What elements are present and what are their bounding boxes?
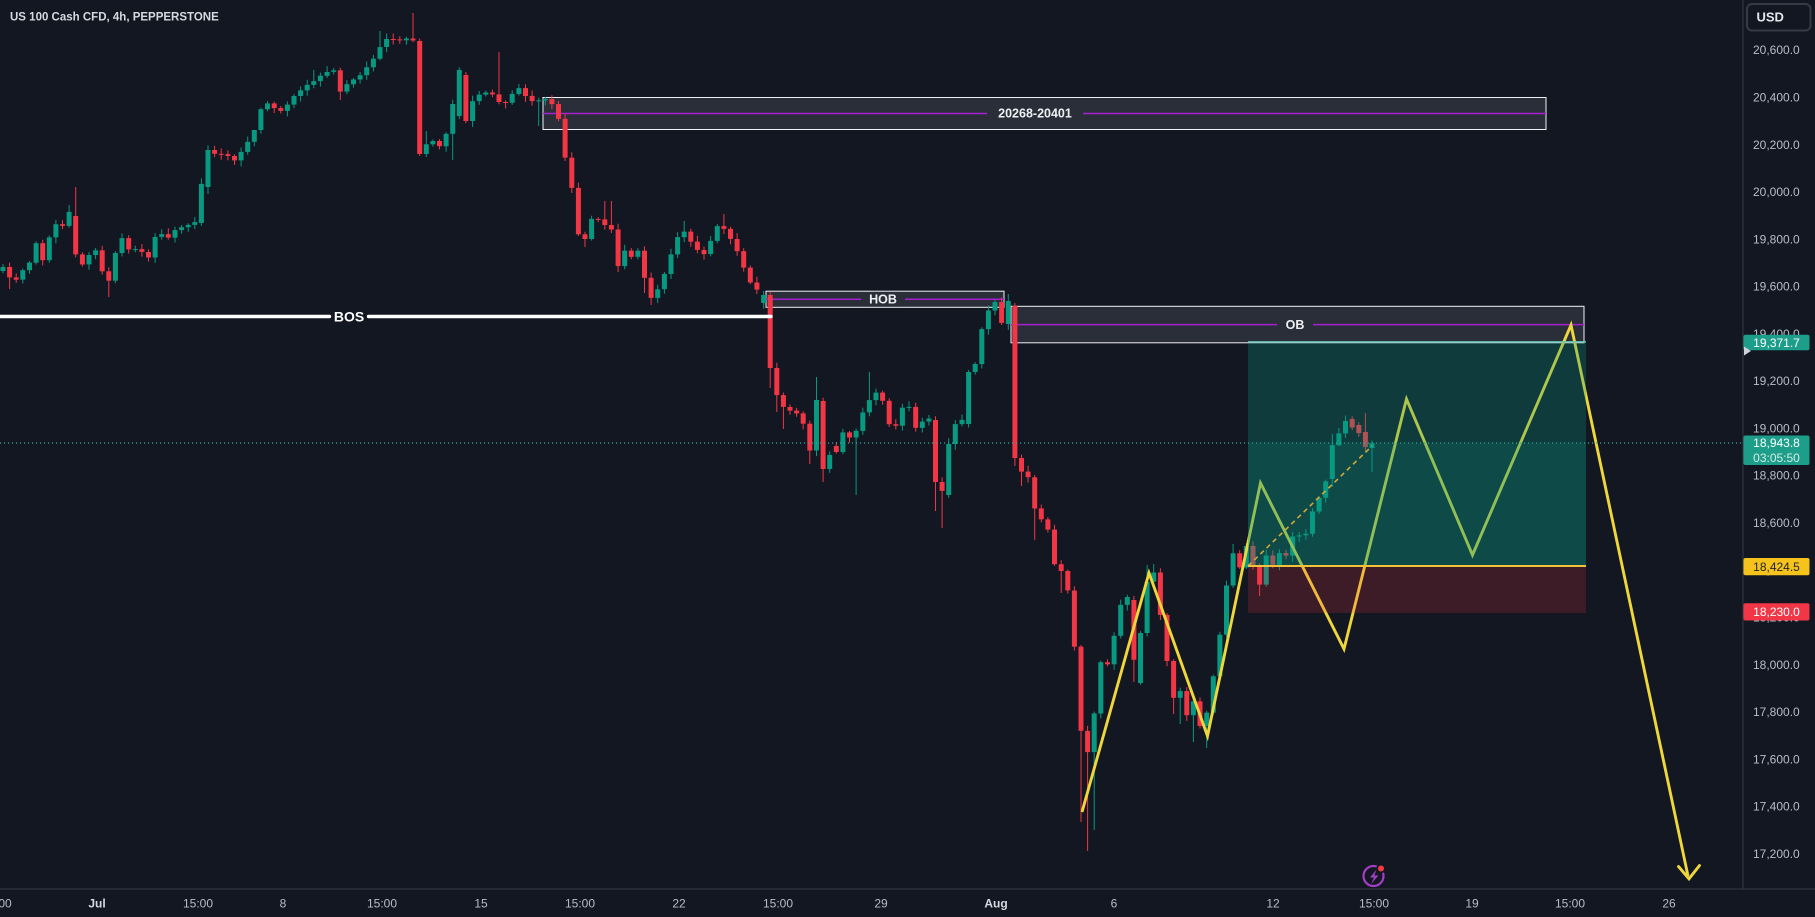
- svg-text:17,400.0: 17,400.0: [1753, 800, 1800, 814]
- svg-text:12: 12: [1266, 897, 1280, 911]
- svg-text:15:00: 15:00: [367, 897, 397, 911]
- svg-text:15:00: 15:00: [565, 897, 595, 911]
- svg-text:00: 00: [0, 897, 12, 911]
- svg-text:20268-20401: 20268-20401: [998, 107, 1072, 121]
- svg-text:18,943.8: 18,943.8: [1753, 436, 1800, 450]
- svg-text:HOB: HOB: [869, 292, 897, 306]
- svg-text:15:00: 15:00: [1359, 897, 1389, 911]
- svg-text:20,600.0: 20,600.0: [1753, 43, 1800, 57]
- svg-text:US 100 Cash CFD, 4h, PEPPERSTO: US 100 Cash CFD, 4h, PEPPERSTONE: [10, 12, 219, 24]
- svg-text:29: 29: [874, 897, 888, 911]
- svg-text:19,200.0: 19,200.0: [1753, 374, 1800, 388]
- svg-text:22: 22: [672, 897, 686, 911]
- svg-text:19: 19: [1465, 897, 1479, 911]
- svg-text:17,200.0: 17,200.0: [1753, 847, 1800, 861]
- svg-text:18,230.0: 18,230.0: [1753, 605, 1800, 619]
- svg-text:15:00: 15:00: [183, 897, 213, 911]
- svg-text:20,000.0: 20,000.0: [1753, 185, 1800, 199]
- svg-text:Aug: Aug: [984, 897, 1007, 911]
- svg-text:15: 15: [474, 897, 488, 911]
- svg-text:18,800.0: 18,800.0: [1753, 469, 1800, 483]
- svg-text:OB: OB: [1286, 318, 1305, 332]
- svg-text:20,200.0: 20,200.0: [1753, 138, 1800, 152]
- svg-text:19,371.7: 19,371.7: [1753, 336, 1800, 350]
- svg-text:19,800.0: 19,800.0: [1753, 232, 1800, 246]
- svg-text:26: 26: [1662, 897, 1676, 911]
- svg-text:19,600.0: 19,600.0: [1753, 280, 1800, 294]
- svg-text:15:00: 15:00: [763, 897, 793, 911]
- svg-text:20,400.0: 20,400.0: [1753, 91, 1800, 105]
- svg-text:BOS: BOS: [334, 309, 364, 325]
- svg-text:8: 8: [280, 897, 287, 911]
- svg-text:Jul: Jul: [88, 897, 105, 911]
- svg-text:USD: USD: [1757, 10, 1784, 25]
- svg-text:18,600.0: 18,600.0: [1753, 516, 1800, 530]
- svg-text:18,424.5: 18,424.5: [1753, 560, 1800, 574]
- svg-text:03:05:50: 03:05:50: [1753, 451, 1800, 465]
- svg-text:19,000.0: 19,000.0: [1753, 422, 1800, 436]
- svg-text:17,600.0: 17,600.0: [1753, 752, 1800, 766]
- svg-text:18,000.0: 18,000.0: [1753, 658, 1800, 672]
- svg-text:15:00: 15:00: [1555, 897, 1585, 911]
- svg-text:6: 6: [1111, 897, 1118, 911]
- svg-text:17,800.0: 17,800.0: [1753, 705, 1800, 719]
